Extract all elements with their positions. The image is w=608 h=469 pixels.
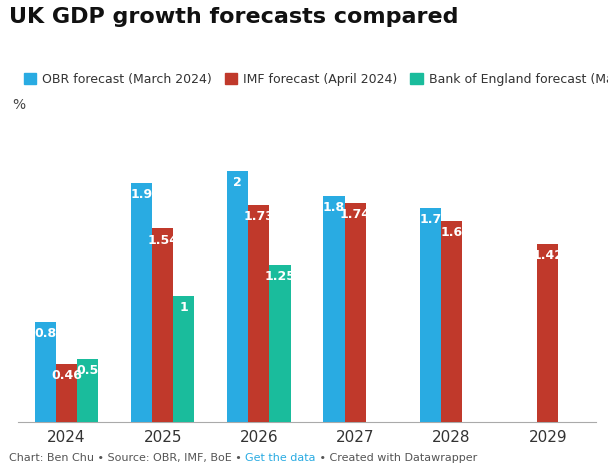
Bar xyxy=(173,296,195,422)
Bar xyxy=(441,221,462,422)
Text: 1.25: 1.25 xyxy=(264,270,295,283)
Text: 1.6: 1.6 xyxy=(440,226,463,239)
Text: UK GDP growth forecasts compared: UK GDP growth forecasts compared xyxy=(9,7,458,27)
Text: Chart: Ben Chu • Source: OBR, IMF, BoE •: Chart: Ben Chu • Source: OBR, IMF, BoE • xyxy=(9,454,246,463)
Text: 1.8: 1.8 xyxy=(323,201,345,214)
Text: 1.74: 1.74 xyxy=(340,208,371,221)
Text: %: % xyxy=(12,98,26,112)
Bar xyxy=(131,183,152,422)
Text: 1: 1 xyxy=(179,302,188,314)
Text: 1.54: 1.54 xyxy=(147,234,178,247)
Text: 1.9: 1.9 xyxy=(130,188,153,201)
Text: 0.46: 0.46 xyxy=(51,369,82,382)
Bar xyxy=(537,243,558,422)
Text: 1.7: 1.7 xyxy=(419,213,441,227)
Text: 0.5: 0.5 xyxy=(77,364,98,377)
Text: 2: 2 xyxy=(233,176,242,189)
Text: 1.42: 1.42 xyxy=(532,249,563,262)
Bar xyxy=(420,208,441,422)
Bar xyxy=(227,171,248,422)
Bar xyxy=(77,359,98,422)
Bar xyxy=(248,204,269,422)
Legend: OBR forecast (March 2024), IMF forecast (April 2024), Bank of England forecast (: OBR forecast (March 2024), IMF forecast … xyxy=(19,68,608,91)
Text: 0.8: 0.8 xyxy=(34,326,57,340)
Text: 1.73: 1.73 xyxy=(243,210,274,223)
Bar xyxy=(56,364,77,422)
Text: Get the data: Get the data xyxy=(246,454,316,463)
Bar xyxy=(345,204,366,422)
Bar xyxy=(269,265,291,422)
Bar xyxy=(152,228,173,422)
Bar xyxy=(35,322,56,422)
Text: • Created with Datawrapper: • Created with Datawrapper xyxy=(316,454,477,463)
Bar xyxy=(323,196,345,422)
